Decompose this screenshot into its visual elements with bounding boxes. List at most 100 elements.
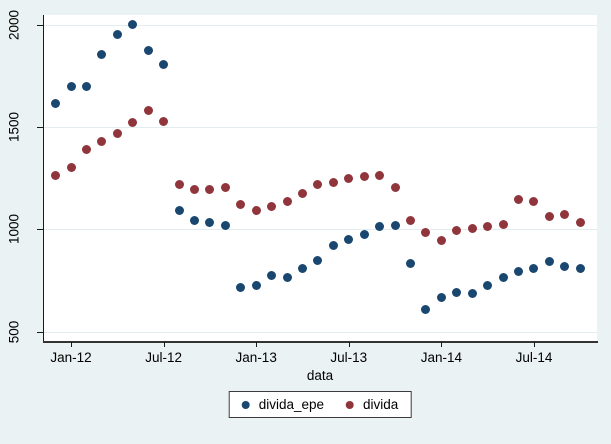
- x-axis-line: [43, 341, 598, 343]
- y-tick-label: 1000: [6, 214, 22, 245]
- legend-marker-divida-icon: [346, 400, 355, 409]
- data-point: [436, 236, 446, 246]
- data-point: [189, 184, 199, 194]
- data-point: [267, 270, 277, 280]
- data-point: [421, 227, 431, 237]
- data-point: [375, 221, 385, 231]
- data-point: [452, 288, 462, 298]
- data-point: [81, 145, 91, 155]
- x-tick-mark: [348, 342, 350, 347]
- data-point: [66, 81, 76, 91]
- data-point: [51, 170, 61, 180]
- x-tick-mark: [71, 342, 72, 347]
- data-point: [529, 263, 539, 273]
- x-tick-label: Jul-13: [330, 350, 368, 365]
- gridline: [44, 331, 597, 333]
- data-point: [128, 118, 138, 128]
- data-point: [97, 49, 107, 59]
- data-point: [328, 177, 338, 187]
- x-tick-mark: [163, 342, 165, 347]
- data-point: [529, 197, 539, 207]
- legend: divida_epe divida: [228, 391, 412, 418]
- data-point: [498, 219, 508, 229]
- legend-label-divida: divida: [363, 397, 399, 412]
- legend-marker-divida-epe-icon: [241, 400, 250, 409]
- legend-item-divida: divida: [346, 397, 398, 412]
- data-point: [97, 136, 107, 146]
- data-point: [143, 45, 153, 55]
- data-point: [220, 182, 230, 192]
- data-point: [344, 235, 354, 245]
- data-point: [112, 30, 122, 40]
- legend-label-divida-epe: divida_epe: [258, 397, 325, 412]
- data-point: [467, 289, 477, 299]
- data-point: [66, 163, 76, 173]
- data-point: [220, 220, 230, 230]
- data-point: [467, 223, 477, 233]
- data-point: [297, 189, 307, 199]
- data-point: [560, 261, 570, 271]
- data-point: [452, 225, 462, 235]
- data-point: [514, 266, 524, 276]
- data-point: [159, 60, 169, 70]
- data-point: [575, 263, 585, 273]
- data-point: [575, 217, 585, 227]
- y-tick-label: 2000: [6, 9, 22, 40]
- x-tick-mark: [256, 342, 258, 347]
- data-point: [251, 281, 261, 291]
- data-point: [406, 258, 416, 268]
- x-axis-title: data: [306, 368, 334, 383]
- data-point: [483, 281, 493, 291]
- data-point: [51, 98, 61, 108]
- data-point: [406, 215, 416, 225]
- data-point: [236, 200, 246, 210]
- data-point: [205, 184, 215, 194]
- x-tick-label: Jul-12: [145, 350, 182, 365]
- data-point: [189, 215, 199, 225]
- data-point: [81, 81, 91, 91]
- y-tick-mark: [37, 229, 44, 231]
- data-point: [174, 179, 184, 189]
- data-point: [128, 20, 138, 30]
- data-point: [359, 229, 369, 239]
- gridline: [44, 229, 597, 231]
- data-point: [514, 195, 524, 205]
- data-point: [544, 256, 554, 266]
- data-point: [205, 217, 215, 227]
- legend-item-divida-epe: divida_epe: [241, 397, 325, 412]
- x-tick-label: Jan-14: [420, 350, 463, 365]
- data-point: [359, 171, 369, 181]
- x-tick-label: Jul-14: [515, 350, 553, 365]
- y-tick-mark: [37, 24, 44, 26]
- data-point: [251, 206, 261, 216]
- y-tick-label: 500: [6, 320, 22, 343]
- y-tick-mark: [37, 127, 44, 129]
- data-point: [421, 304, 431, 314]
- x-tick-label: Jan-12: [50, 350, 92, 365]
- gridline: [44, 127, 597, 129]
- data-point: [282, 197, 292, 207]
- data-point: [159, 117, 169, 127]
- y-tick-label: 1500: [6, 112, 22, 143]
- y-axis-line: [43, 15, 44, 343]
- data-point: [328, 241, 338, 251]
- x-tick-mark: [533, 342, 535, 347]
- data-point: [436, 293, 446, 303]
- data-point: [560, 209, 570, 219]
- data-point: [236, 283, 246, 293]
- data-point: [375, 170, 385, 180]
- data-point: [313, 179, 323, 189]
- data-point: [112, 128, 122, 138]
- data-point: [282, 272, 292, 282]
- data-point: [344, 173, 354, 183]
- y-tick-mark: [37, 331, 44, 333]
- data-point: [297, 263, 307, 273]
- data-point: [143, 106, 153, 116]
- data-point: [390, 220, 400, 230]
- x-tick-mark: [441, 342, 443, 347]
- data-point: [313, 255, 323, 265]
- data-point: [483, 221, 493, 231]
- data-point: [390, 182, 400, 192]
- data-point: [174, 206, 184, 216]
